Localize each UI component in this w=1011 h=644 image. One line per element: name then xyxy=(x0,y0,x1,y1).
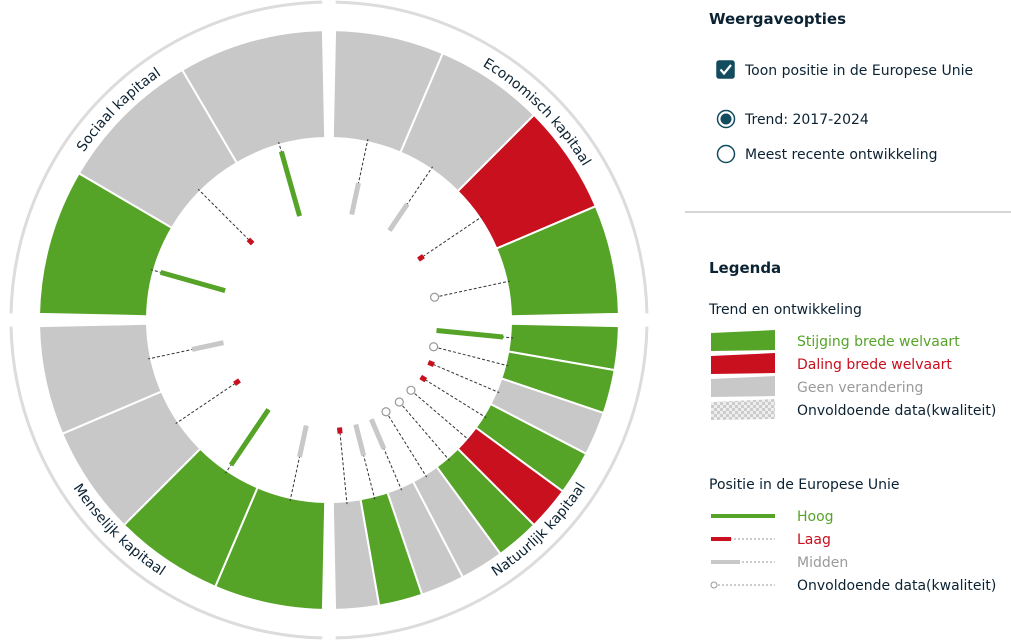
spoke-marker xyxy=(406,385,416,395)
trend-swatch xyxy=(711,330,775,351)
quadrant: Menselijk kapitaal xyxy=(9,322,327,640)
spoke-marker xyxy=(228,408,271,467)
spoke-marker xyxy=(337,427,343,434)
radio-label: Meest recente ontwikkeling xyxy=(745,147,937,163)
checkbox-label: Toon positie in de Europese Unie xyxy=(744,63,973,79)
checkbox-box xyxy=(716,60,735,79)
radio-circle xyxy=(716,144,736,164)
spoke-marker xyxy=(159,269,226,293)
eu-title: Positie in de Europese Unie xyxy=(709,477,900,493)
outer-ring xyxy=(9,326,323,640)
segment[interactable] xyxy=(38,322,163,436)
spoke-marker xyxy=(387,202,410,232)
spoke xyxy=(433,346,509,367)
spoke xyxy=(339,427,348,505)
segment[interactable] xyxy=(180,29,327,165)
spoke-marker xyxy=(429,342,439,352)
trend-title: Trend en ontwikkeling xyxy=(708,302,862,318)
spoke-marker xyxy=(191,340,224,352)
spoke xyxy=(428,361,500,394)
spoke-marker xyxy=(233,378,241,386)
trend-label: Onvoldoende data(kwaliteit) xyxy=(797,403,996,419)
spoke-marker xyxy=(246,237,255,246)
checkbox-tick xyxy=(719,64,732,76)
trend-label: Stijging brede welvaart xyxy=(797,334,960,350)
eu-label: Hoog xyxy=(797,509,834,525)
radio-label: Trend: 2017-2024 xyxy=(744,112,869,128)
outer-ring xyxy=(335,0,649,314)
outer-ring xyxy=(335,326,649,640)
radio[interactable]: Meest recente ontwikkeling xyxy=(716,144,938,164)
trend-swatch xyxy=(711,399,775,420)
trend-label: Geen verandering xyxy=(797,380,923,396)
spoke-marker xyxy=(436,328,504,340)
spoke-marker xyxy=(278,150,302,217)
radio-dot xyxy=(720,113,732,125)
options-title: Weergaveopties xyxy=(709,10,846,28)
spoke-marker xyxy=(381,407,391,417)
eu-label: Onvoldoende data(kwaliteit) xyxy=(797,578,996,594)
spoke-marker xyxy=(419,374,428,383)
eu-swatch-circle xyxy=(710,581,718,589)
radio[interactable]: Trend: 2017-2024 xyxy=(716,109,869,129)
spoke-marker xyxy=(353,424,367,457)
spoke xyxy=(420,376,487,419)
segment[interactable] xyxy=(495,204,620,318)
trend-swatch xyxy=(711,376,775,397)
spoke xyxy=(385,411,428,478)
checkbox[interactable]: Toon positie in de Europese Unie xyxy=(716,60,973,79)
quadrant: Sociaal kapitaal xyxy=(9,0,327,318)
side-panel: Weergaveopties Legenda Trend en ontwikke… xyxy=(685,10,1011,594)
spoke xyxy=(197,188,253,244)
quadrant: Economisch kapitaal xyxy=(331,0,649,318)
spoke-marker xyxy=(394,397,404,407)
spoke xyxy=(398,401,450,461)
spoke-marker xyxy=(369,418,387,450)
spoke xyxy=(418,216,483,260)
trend-label: Daling brede welvaart xyxy=(797,357,952,373)
spoke-marker xyxy=(349,182,361,215)
spoke xyxy=(175,380,240,424)
outer-ring xyxy=(9,0,323,314)
segment[interactable] xyxy=(331,498,381,611)
eu-label: Laag xyxy=(797,532,831,548)
spoke-marker xyxy=(417,254,425,262)
spoke xyxy=(410,389,470,441)
spoke xyxy=(434,280,510,298)
quadrant: Natuurlijk kapitaal xyxy=(331,322,649,640)
trend-swatch xyxy=(711,353,775,374)
spoke-marker xyxy=(429,292,440,302)
eu-label: Midden xyxy=(797,555,848,571)
wheel: Sociaal kapitaal Economisch kapitaalNatuu… xyxy=(9,0,649,640)
legend-title: Legenda xyxy=(709,259,781,277)
spoke-marker xyxy=(427,360,435,368)
spoke-marker xyxy=(297,425,309,458)
